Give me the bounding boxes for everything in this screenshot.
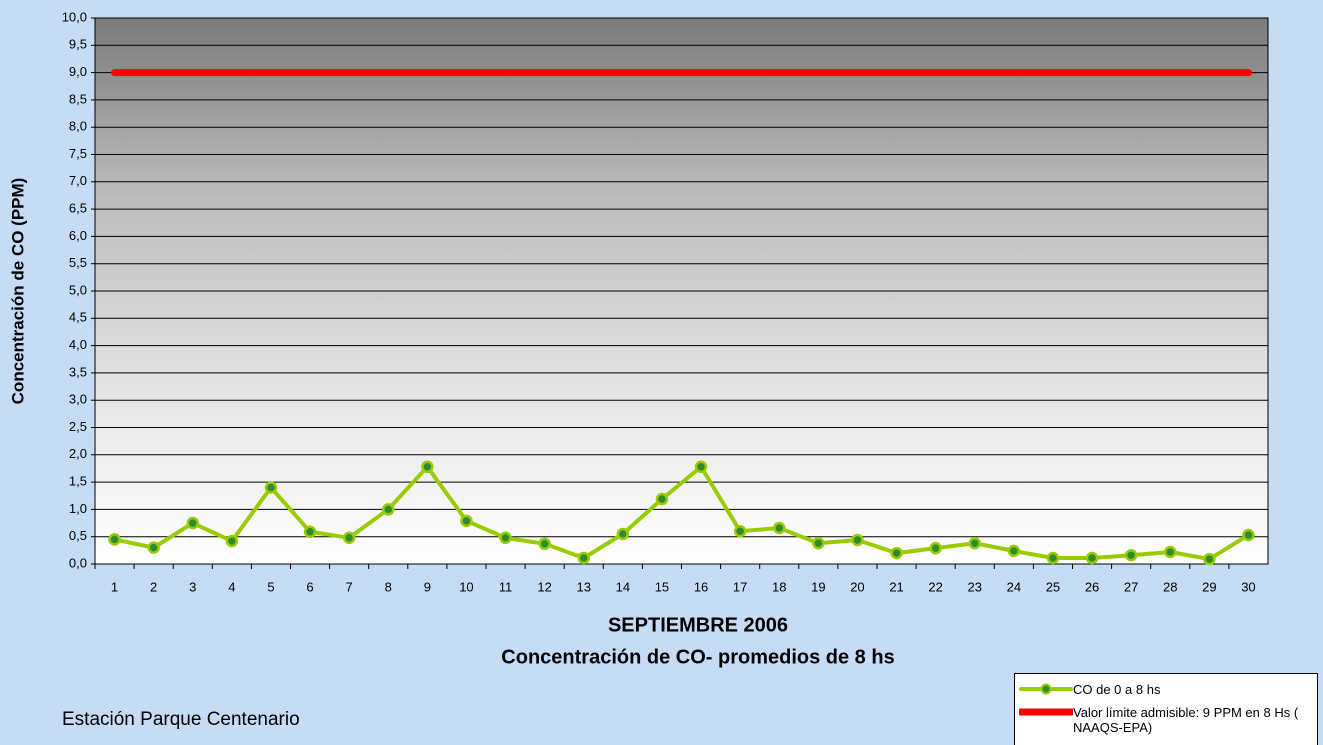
y-tick-label: 6,0 bbox=[69, 228, 87, 243]
x-tick-label: 22 bbox=[928, 579, 942, 594]
point bbox=[1204, 554, 1214, 564]
point bbox=[931, 543, 941, 553]
point bbox=[735, 526, 745, 536]
point bbox=[657, 494, 667, 504]
y-tick-label: 5,0 bbox=[69, 282, 87, 297]
point bbox=[149, 543, 159, 553]
legend-item: Valor límite admisible: 9 PPM en 8 Hs ( … bbox=[1019, 705, 1313, 735]
point bbox=[540, 539, 550, 549]
point bbox=[383, 504, 393, 514]
x-tick-label: 17 bbox=[733, 579, 747, 594]
y-tick-label: 2,5 bbox=[69, 419, 87, 434]
legend-item: CO de 0 a 8 hs bbox=[1019, 682, 1313, 697]
x-tick-label: 12 bbox=[537, 579, 551, 594]
x-tick-label: 2 bbox=[150, 579, 157, 594]
y-tick-label: 3,5 bbox=[69, 364, 87, 379]
y-tick-label: 3,0 bbox=[69, 392, 87, 407]
x-tick-label: 25 bbox=[1046, 579, 1060, 594]
subtitle: Concentración de CO- promedios de 8 hs bbox=[501, 646, 894, 668]
point bbox=[1243, 530, 1253, 540]
y-tick-label: 0,0 bbox=[69, 555, 87, 570]
x-tick-label: 11 bbox=[499, 579, 513, 594]
annotation: Estación Parque Centenario bbox=[62, 709, 300, 730]
y-tick-label: 1,5 bbox=[69, 474, 87, 489]
x-tick-label: 3 bbox=[189, 579, 196, 594]
point bbox=[1048, 553, 1058, 563]
x-tick-label: 5 bbox=[267, 579, 274, 594]
x-tick-label: 10 bbox=[459, 579, 473, 594]
legend-marker bbox=[1042, 685, 1051, 694]
point bbox=[970, 538, 980, 548]
x-tick-label: 29 bbox=[1202, 579, 1216, 594]
point bbox=[1126, 550, 1136, 560]
y-tick-label: 0,5 bbox=[69, 528, 87, 543]
y-tick-label: 8,0 bbox=[69, 119, 87, 134]
y-tick-label: 7,0 bbox=[69, 173, 87, 188]
x-tick-label: 26 bbox=[1085, 579, 1099, 594]
y-tick-label: 4,0 bbox=[69, 337, 87, 352]
point bbox=[1009, 546, 1019, 556]
x-tick-label: 27 bbox=[1124, 579, 1138, 594]
x-tick-label: 24 bbox=[1007, 579, 1021, 594]
y-tick-label: 9,0 bbox=[69, 64, 87, 79]
point bbox=[422, 462, 432, 472]
x-tick-label: 7 bbox=[346, 579, 353, 594]
point bbox=[305, 527, 315, 537]
y-tick-label: 7,5 bbox=[69, 146, 87, 161]
point bbox=[618, 529, 628, 539]
y-tick-label: 5,5 bbox=[69, 255, 87, 270]
legend-swatch bbox=[1019, 705, 1073, 719]
x-tick-label: 15 bbox=[655, 579, 669, 594]
x-tick-label: 6 bbox=[306, 579, 313, 594]
x-tick-label: 23 bbox=[968, 579, 982, 594]
y-axis-title: Concentración de CO (PPM) bbox=[8, 178, 27, 405]
y-tick-label: 2,0 bbox=[69, 446, 87, 461]
chart: Concentración de CO (PPM) SEPTIEMBRE 200… bbox=[0, 0, 1323, 745]
point bbox=[461, 516, 471, 526]
point bbox=[110, 534, 120, 544]
x-tick-label: 13 bbox=[577, 579, 591, 594]
x-tick-label: 19 bbox=[811, 579, 825, 594]
legend-label: Valor límite admisible: 9 PPM en 8 Hs ( … bbox=[1073, 705, 1313, 735]
point bbox=[813, 538, 823, 548]
point bbox=[852, 535, 862, 545]
point bbox=[892, 548, 902, 558]
point bbox=[696, 462, 706, 472]
x-tick-label: 8 bbox=[385, 579, 392, 594]
x-tick-label: 4 bbox=[228, 579, 235, 594]
legend-swatch bbox=[1019, 682, 1073, 696]
x-tick-label: 21 bbox=[889, 579, 903, 594]
y-tick-label: 8,5 bbox=[69, 91, 87, 106]
y-tick-label: 1,0 bbox=[69, 501, 87, 516]
y-tick-label: 6,5 bbox=[69, 201, 87, 216]
x-tick-label: 16 bbox=[694, 579, 708, 594]
x-tick-label: 18 bbox=[772, 579, 786, 594]
legend-label: CO de 0 a 8 hs bbox=[1073, 682, 1160, 697]
point bbox=[579, 553, 589, 563]
x-tick-label: 9 bbox=[424, 579, 431, 594]
point bbox=[344, 533, 354, 543]
point bbox=[1165, 547, 1175, 557]
page: Concentración de CO (PPM) SEPTIEMBRE 200… bbox=[0, 0, 1323, 745]
y-tick-label: 4,5 bbox=[69, 310, 87, 325]
x-tick-label: 28 bbox=[1163, 579, 1177, 594]
point bbox=[1087, 553, 1097, 563]
x-tick-label: 1 bbox=[111, 579, 118, 594]
y-tick-label: 10,0 bbox=[62, 9, 87, 24]
x-tick-label: 20 bbox=[850, 579, 864, 594]
point bbox=[188, 518, 198, 528]
y-tick-label: 9,5 bbox=[69, 37, 87, 52]
point bbox=[266, 483, 276, 493]
x-axis-title: SEPTIEMBRE 2006 bbox=[608, 614, 788, 636]
point bbox=[501, 533, 511, 543]
x-tick-label: 14 bbox=[616, 579, 630, 594]
point bbox=[774, 523, 784, 533]
legend: CO de 0 a 8 hs Valor límite admisible: 9 … bbox=[1014, 673, 1318, 745]
x-tick-label: 30 bbox=[1241, 579, 1255, 594]
point bbox=[227, 536, 237, 546]
